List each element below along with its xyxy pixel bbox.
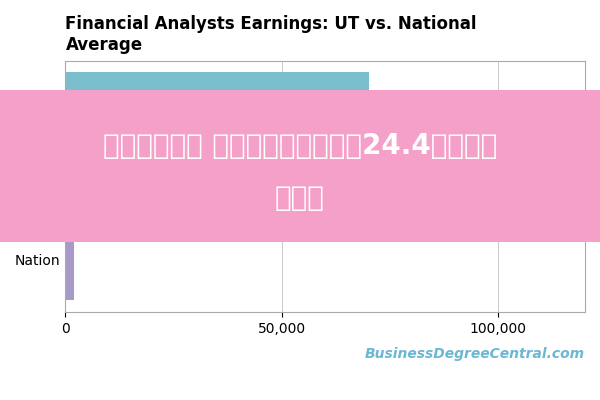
Text: 性股份: 性股份 (275, 184, 325, 212)
Bar (65, 72, 368, 153)
Text: 炒股如何配资 金斯瑞生物科技授出24.4万股限制: 炒股如何配资 金斯瑞生物科技授出24.4万股限制 (103, 132, 497, 160)
Text: Financial Analysts Earnings: UT vs. National
Average: Financial Analysts Earnings: UT vs. Nati… (65, 15, 477, 54)
Bar (65, 220, 74, 300)
Text: BusinessDegreeCentral.com: BusinessDegreeCentral.com (365, 347, 585, 361)
